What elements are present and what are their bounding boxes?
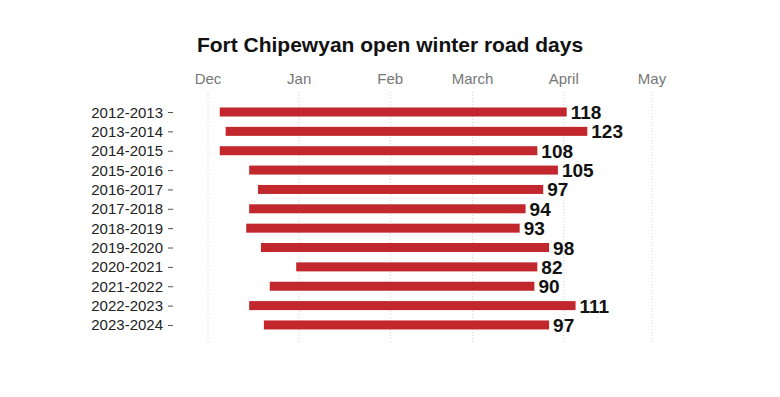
bar xyxy=(261,243,549,252)
data-label: 97 xyxy=(547,179,568,200)
category-label: 2017-2018 xyxy=(91,200,163,217)
data-label: 94 xyxy=(530,199,552,220)
data-label: 105 xyxy=(562,160,594,181)
category-label: 2022-2023 xyxy=(91,297,163,314)
tick-label: May xyxy=(638,70,667,87)
grid-line xyxy=(652,92,653,342)
bar xyxy=(249,301,575,310)
category-tick xyxy=(168,228,173,229)
tick-label: Dec xyxy=(195,70,222,87)
data-label: 98 xyxy=(553,238,574,259)
bar xyxy=(249,204,525,213)
category-label: 2023-2024 xyxy=(91,316,163,333)
category-label: 2015-2016 xyxy=(91,162,163,179)
data-label: 118 xyxy=(571,102,602,123)
category-tick xyxy=(168,131,173,132)
category-label: 2014-2015 xyxy=(91,142,163,159)
category-tick xyxy=(168,170,173,171)
category-tick xyxy=(168,189,173,190)
data-label: 93 xyxy=(524,218,545,239)
category-tick xyxy=(168,112,173,113)
data-label: 123 xyxy=(591,121,623,142)
title: Fort Chipewyan open winter road days xyxy=(197,33,583,56)
category-tick xyxy=(168,306,173,307)
category-tick xyxy=(168,248,173,249)
category-tick xyxy=(168,151,173,152)
bar xyxy=(264,320,549,329)
category-tick xyxy=(168,325,173,326)
bar xyxy=(296,262,537,271)
bar xyxy=(220,108,567,117)
chart: Fort Chipewyan open winter road days Dec J… xyxy=(0,0,780,397)
bar xyxy=(249,166,558,175)
tick-label: April xyxy=(549,70,579,87)
data-label: 111 xyxy=(580,296,610,317)
bar xyxy=(258,185,543,194)
category-tick xyxy=(168,209,173,210)
tick-label: Feb xyxy=(377,70,403,87)
grid-line xyxy=(208,92,209,342)
category-label: 2020-2021 xyxy=(91,258,163,275)
category-label: 2021-2022 xyxy=(91,278,163,295)
category-label: 2019-2020 xyxy=(91,239,163,256)
bar xyxy=(270,282,535,291)
bar xyxy=(246,224,519,233)
data-label: 97 xyxy=(553,315,574,336)
bar xyxy=(226,127,588,136)
category-label: 2018-2019 xyxy=(91,220,163,237)
bars xyxy=(220,108,588,330)
category-tick xyxy=(168,286,173,287)
data-label: 108 xyxy=(541,141,573,162)
category-tick xyxy=(168,267,173,268)
data-label: 82 xyxy=(541,257,562,278)
data-label: 90 xyxy=(538,276,559,297)
category-label: 2016-2017 xyxy=(91,181,163,198)
tick-label: March xyxy=(452,70,494,87)
category-label: 2012-2013 xyxy=(91,104,163,121)
category-label: 2013-2014 xyxy=(91,123,163,140)
tick-label: Jan xyxy=(287,70,311,87)
bar xyxy=(220,146,538,155)
